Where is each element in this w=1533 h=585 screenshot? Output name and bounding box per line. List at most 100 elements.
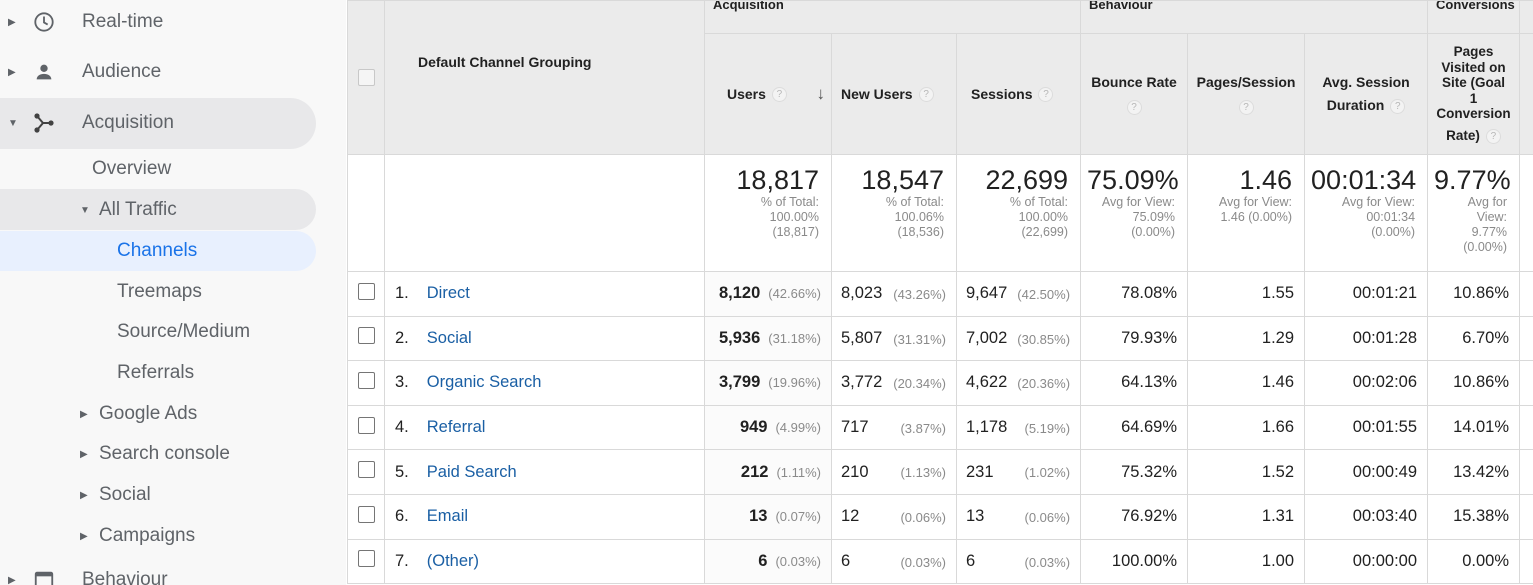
channel-link[interactable]: Paid Search	[426, 462, 517, 481]
sidebar-item-social[interactable]: ▶ Social	[80, 475, 151, 515]
sessions-cell: 4,622 (20.36%)	[955, 360, 1082, 406]
new-users-value: 6	[841, 551, 851, 570]
help-icon[interactable]: ?	[1390, 98, 1406, 114]
sessions-total: 22,699 % of Total: 100.00% (22,699)	[955, 154, 1082, 272]
dimension-header[interactable]: Default Channel Grouping	[384, 0, 705, 155]
new-users-cell: 5,807 (31.31%)	[831, 315, 957, 362]
caret-down-icon: ▼	[8, 117, 18, 129]
sidebar-item-search-console[interactable]: ▶ Search console	[80, 434, 230, 474]
sidebar-item-treemaps[interactable]: Treemaps	[117, 272, 202, 312]
sidebar-item-audience[interactable]: ▶ Audience	[0, 52, 161, 92]
bounce-rate-header-label: Bounce Rate	[1091, 74, 1177, 90]
row-checkbox[interactable]	[357, 550, 375, 568]
row-checkbox[interactable]	[357, 416, 375, 434]
row-edge	[1519, 154, 1533, 272]
avg-duration-total-value: 00:01:34	[1311, 165, 1417, 195]
channel-link[interactable]: Direct	[426, 284, 470, 303]
bounce-rate-header[interactable]: Bounce Rate ?	[1080, 33, 1189, 155]
avg-duration-value: 00:01:21	[1304, 271, 1429, 317]
channel-link[interactable]: Social	[426, 328, 472, 347]
sessions-total-value: 22,699	[985, 165, 1069, 195]
help-icon[interactable]: ?	[1485, 128, 1501, 144]
table-row: 5. Paid Search 212 (1.11%) 210 (1.13%) 231 (…	[347, 449, 1533, 495]
users-cell: 3,799 (19.96%)	[704, 360, 832, 406]
sessions-percent: (0.06%)	[1024, 509, 1071, 525]
row-edge	[1519, 271, 1533, 317]
sidebar-item-all-traffic[interactable]: ▼ All Traffic	[80, 190, 177, 230]
sessions-cell: 7,002 (30.85%)	[955, 315, 1082, 362]
pages-session-value: 1.46	[1187, 360, 1306, 406]
totals-empty-cell	[384, 154, 705, 272]
new-users-percent: (3.87%)	[900, 420, 946, 436]
total-caption: Avg for View:	[1341, 195, 1416, 209]
pages-session-header-label: Pages/Session	[1196, 74, 1296, 90]
sidebar-item-behaviour[interactable]: ▶ Behaviour	[0, 560, 168, 585]
channel-link[interactable]: Organic Search	[426, 373, 542, 392]
row-checkbox[interactable]	[357, 371, 375, 389]
new-users-value: 210	[841, 462, 869, 481]
sidebar-item-realtime[interactable]: ▶ Real-time	[0, 2, 163, 42]
column-header-row: Users? ↓ New Users? Sessions? Bounce Rat…	[348, 33, 1533, 155]
help-icon[interactable]: ?	[1238, 99, 1254, 115]
total-caption: 100.06%	[894, 210, 944, 224]
group-header-row: Default Channel Grouping Acquisition Beh…	[347, 0, 1533, 155]
new-users-percent: (0.06%)	[900, 509, 946, 525]
new-users-cell: 12 (0.06%)	[831, 493, 957, 540]
sidebar-item-google-ads[interactable]: ▶ Google Ads	[80, 394, 197, 434]
pages-session-header[interactable]: Pages/Session ?	[1187, 33, 1306, 155]
sidebar-item-campaigns[interactable]: ▶ Campaigns	[80, 516, 195, 556]
total-caption: 100.00%	[769, 210, 819, 224]
sidebar-item-source-medium[interactable]: Source/Medium	[117, 312, 250, 352]
sessions-value: 1,178	[966, 418, 1008, 437]
help-icon[interactable]: ?	[918, 87, 934, 103]
row-edge	[1519, 404, 1533, 451]
row-checkbox[interactable]	[357, 505, 375, 523]
channel-link[interactable]: Referral	[426, 418, 486, 437]
sidebar-item-referrals[interactable]: Referrals	[117, 353, 194, 393]
users-header[interactable]: Users? ↓	[704, 33, 832, 155]
users-cell: 949 (4.99%)	[704, 404, 832, 451]
sort-desc-icon[interactable]: ↓	[816, 84, 826, 103]
total-caption: (18,817)	[772, 225, 819, 239]
help-icon[interactable]: ?	[1038, 87, 1054, 103]
total-caption: (0.00%)	[1131, 225, 1176, 239]
sidebar-item-acquisition[interactable]: ▼ Acquisition	[0, 103, 174, 143]
row-checkbox[interactable]	[357, 461, 375, 479]
pages-session-value: 1.66	[1187, 404, 1306, 451]
sidebar-item-label: Social	[99, 484, 151, 505]
users-value: 949	[739, 418, 768, 437]
new-users-header[interactable]: New Users?	[831, 33, 957, 155]
new-users-cell: 8,023 (43.26%)	[831, 271, 957, 317]
goal-rate-value: 15.38%	[1427, 493, 1521, 540]
sidebar-item-overview[interactable]: Overview	[92, 149, 171, 189]
goal-conversion-header[interactable]: Pages Visited on Site (Goal 1 Conversion…	[1427, 33, 1521, 155]
avg-session-duration-header[interactable]: Avg. Session Duration?	[1304, 33, 1429, 155]
total-caption: 75.09%	[1132, 210, 1176, 224]
channel-cell: 5. Paid Search	[384, 449, 705, 495]
total-caption: Avg for View:	[1101, 195, 1176, 209]
row-index: 3.	[395, 373, 409, 392]
sidebar-item-label: Campaigns	[99, 525, 196, 546]
total-caption: % of Total:	[1009, 195, 1069, 209]
sidebar-item-channels[interactable]: Channels	[117, 231, 197, 271]
goal-rate-value: 10.86%	[1427, 360, 1521, 406]
sessions-value: 231	[966, 462, 994, 481]
sidebar-item-label: Channels	[117, 240, 198, 261]
sidebar-item-label: Referrals	[117, 362, 195, 383]
channel-link[interactable]: (Other)	[426, 551, 480, 570]
help-icon[interactable]: ?	[1126, 99, 1142, 115]
help-icon[interactable]: ?	[771, 87, 787, 103]
caret-right-icon: ▶	[8, 16, 16, 28]
sessions-header[interactable]: Sessions?	[955, 33, 1082, 155]
channel-link[interactable]: Email	[426, 507, 469, 526]
sidebar-item-label: Treemaps	[117, 281, 202, 302]
row-checkbox[interactable]	[357, 327, 375, 345]
channel-cell: 4. Referral	[384, 404, 705, 451]
avg-duration-value: 00:01:55	[1304, 404, 1429, 451]
new-users-value: 12	[841, 507, 860, 526]
sessions-percent: (30.85%)	[1017, 331, 1071, 347]
row-checkbox[interactable]	[357, 282, 375, 300]
new-users-percent: (31.31%)	[893, 331, 946, 347]
row-checkbox-cell	[347, 404, 385, 451]
select-all-checkbox[interactable]	[357, 69, 375, 86]
